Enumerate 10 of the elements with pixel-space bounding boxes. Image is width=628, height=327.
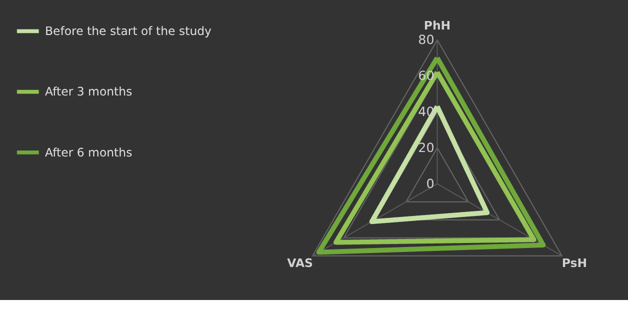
- y-tick-label: 80: [418, 32, 434, 47]
- y-tick-label: 20: [418, 140, 434, 155]
- spoke-label: PsH: [562, 256, 588, 270]
- y-tick-label: 0: [426, 176, 434, 191]
- legend-label: Before the start of the study: [44, 24, 212, 38]
- y-tick-label: 60: [418, 68, 434, 83]
- legend-label: After 6 months: [44, 145, 132, 160]
- spoke-label: PhH: [424, 18, 451, 32]
- spoke-label: VAS: [287, 256, 313, 270]
- legend-label: After 3 months: [44, 84, 132, 99]
